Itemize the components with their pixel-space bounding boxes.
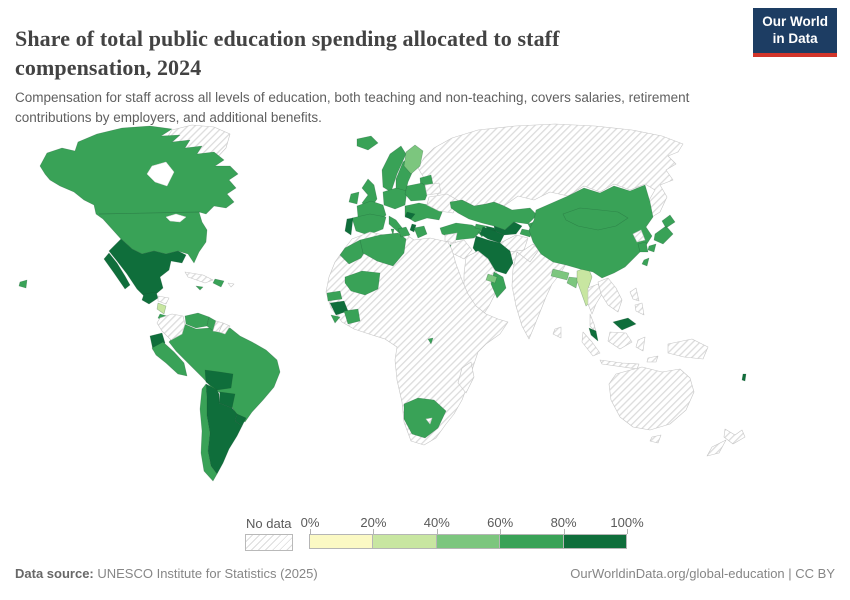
region-french-guiana[interactable] xyxy=(218,322,231,335)
region-madagascar[interactable] xyxy=(457,361,475,394)
region-tunisia[interactable] xyxy=(397,226,411,238)
region-uae[interactable] xyxy=(485,273,498,284)
region-kazakhstan[interactable] xyxy=(449,199,538,231)
owid-link[interactable]: OurWorldinData.org/global-education | CC… xyxy=(570,566,835,581)
region-iceland[interactable] xyxy=(356,135,379,151)
region-croatia-bosnia[interactable] xyxy=(404,211,416,220)
region-canada-us[interactable] xyxy=(39,125,239,264)
region-germany-central[interactable] xyxy=(382,187,408,210)
legend-bins xyxy=(309,534,628,549)
region-taiwan[interactable] xyxy=(641,257,650,267)
owid-logo[interactable]: Our World in Data xyxy=(753,8,837,57)
legend-bin-20-40%[interactable] xyxy=(372,534,437,549)
legend-tick-mark xyxy=(563,529,565,534)
us-canada-border xyxy=(98,211,201,215)
owid-logo-line1: Our World xyxy=(762,14,828,29)
region-sri-lanka[interactable] xyxy=(552,326,562,339)
region-fiji[interactable] xyxy=(18,279,28,289)
legend-tick-mark xyxy=(627,529,628,534)
region-south-korea[interactable] xyxy=(637,241,649,253)
region-colombia[interactable] xyxy=(156,313,186,341)
region-honduras[interactable] xyxy=(157,295,170,305)
region-south-africa[interactable] xyxy=(403,397,447,439)
region-australia[interactable] xyxy=(608,366,695,444)
region-mongolia[interactable] xyxy=(562,207,629,231)
legend-bin-0-20%[interactable] xyxy=(309,534,374,549)
region-new-zealand[interactable] xyxy=(706,428,746,457)
region-spain[interactable] xyxy=(351,213,387,236)
legend-tick-label: 40% xyxy=(423,515,450,530)
region-mexico[interactable] xyxy=(103,238,187,299)
region-japan[interactable] xyxy=(647,214,676,253)
region-nicaragua[interactable] xyxy=(156,302,167,315)
region-finland[interactable] xyxy=(403,144,424,175)
legend-bar: 0% 20% 40% 60% 80% 100% xyxy=(301,514,644,554)
region-rwanda[interactable] xyxy=(427,337,434,345)
region-lesotho[interactable] xyxy=(425,417,433,425)
region-syria[interactable] xyxy=(444,232,458,244)
legend-tick-mark xyxy=(373,529,375,534)
legend-tick-mark xyxy=(310,529,311,534)
region-guatemala[interactable] xyxy=(141,291,159,305)
region-mali[interactable] xyxy=(344,270,381,296)
region-ecuador[interactable] xyxy=(149,332,166,351)
legend-bin-40-60%[interactable] xyxy=(435,534,501,549)
owid-logo-line2: in Data xyxy=(772,30,818,46)
region-indochina[interactable] xyxy=(597,277,623,313)
data-source-text: UNESCO Institute for Statistics (2025) xyxy=(93,566,318,581)
great-lakes xyxy=(165,213,187,223)
world-choropleth-map[interactable] xyxy=(0,122,850,514)
data-source: Data source: UNESCO Institute for Statis… xyxy=(15,566,318,581)
region-puerto-rico[interactable] xyxy=(227,282,235,288)
chart-subtitle: Compensation for staff across all levels… xyxy=(15,89,690,125)
footer: Data source: UNESCO Institute for Statis… xyxy=(15,566,835,581)
region-indonesia[interactable] xyxy=(581,331,659,370)
legend-bin-60-80%[interactable] xyxy=(499,534,564,549)
map-legend: No data 0% 20% 40% 60% 80% 100% xyxy=(0,514,850,556)
region-ireland[interactable] xyxy=(348,191,360,205)
region-nepal[interactable] xyxy=(550,268,570,281)
region-cuba[interactable] xyxy=(184,271,214,284)
legend-tick-mark xyxy=(500,529,502,534)
legend-tick-label: 60% xyxy=(487,515,514,530)
page-title: Share of total public education spending… xyxy=(15,25,560,80)
region-belarus[interactable] xyxy=(424,182,442,196)
legend-bin-80-100%[interactable] xyxy=(562,534,628,549)
legend-nodata-label: No data xyxy=(246,516,292,531)
legend-tick-label: 100% xyxy=(610,515,644,530)
region-malaysia[interactable] xyxy=(588,317,637,342)
region-hispaniola[interactable] xyxy=(212,278,225,288)
legend-tick-label: 0% xyxy=(300,515,320,530)
region-norway[interactable] xyxy=(381,145,407,193)
legend-tick-label: 80% xyxy=(550,515,577,530)
region-poland-east[interactable] xyxy=(404,182,430,202)
region-portugal[interactable] xyxy=(344,217,354,236)
region-algeria[interactable] xyxy=(359,232,407,267)
region-jamaica[interactable] xyxy=(195,285,204,291)
region-cote-divoire[interactable] xyxy=(343,308,361,325)
region-bolivia[interactable] xyxy=(204,369,234,391)
region-new-guinea[interactable] xyxy=(667,338,709,360)
legend-tick-mark xyxy=(436,529,438,534)
region-thailand[interactable] xyxy=(587,283,603,333)
legend-tick-label: 20% xyxy=(360,515,387,530)
region-senegal[interactable] xyxy=(326,290,343,302)
region-argentina[interactable] xyxy=(205,383,243,475)
data-source-label: Data source: xyxy=(15,566,94,581)
region-north-korea[interactable] xyxy=(632,229,646,243)
region-vanuatu[interactable] xyxy=(741,373,747,382)
hudson-bay xyxy=(146,161,175,187)
region-philippines[interactable] xyxy=(629,287,645,316)
region-sierra-leone[interactable] xyxy=(330,314,341,324)
region-ukraine[interactable] xyxy=(426,193,460,214)
region-albania[interactable] xyxy=(409,223,417,233)
region-chile[interactable] xyxy=(199,383,218,482)
region-bangladesh[interactable] xyxy=(566,276,579,289)
region-uzbekistan[interactable] xyxy=(493,221,523,236)
region-peru[interactable] xyxy=(151,341,188,377)
region-tajikistan[interactable] xyxy=(519,228,533,238)
legend-nodata-swatch[interactable] xyxy=(245,534,293,551)
